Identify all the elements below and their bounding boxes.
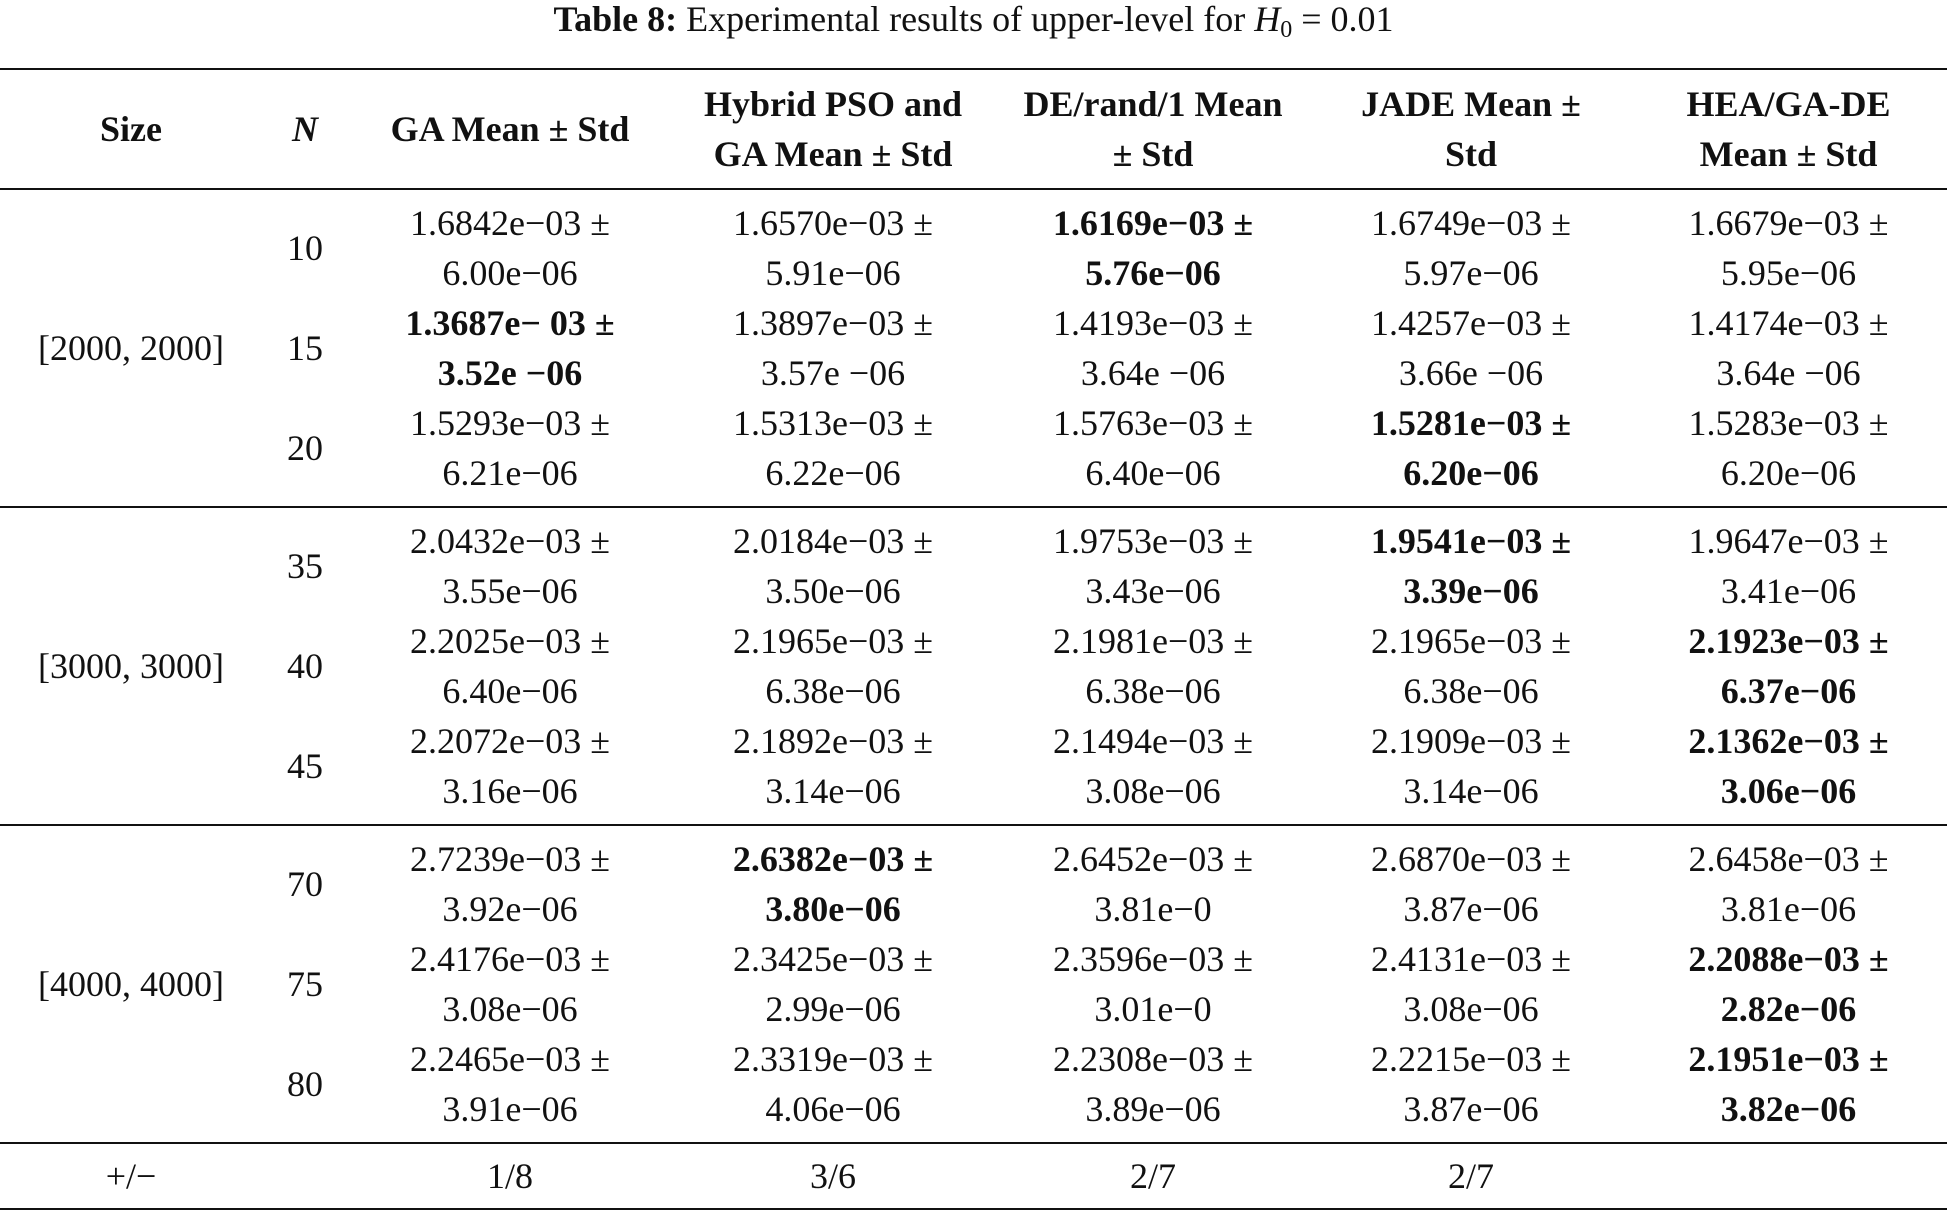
n-cell: 10 <box>287 228 323 268</box>
summary-hybrid: 3/6 <box>672 1143 994 1210</box>
ga-cell: 1.5293e−03 ±6.21e−06 <box>409 403 611 493</box>
caption-subscript: 0 <box>1280 17 1293 43</box>
de-cell: 2.1981e−03 ±6.38e−06 <box>1052 621 1254 711</box>
n-cell: 20 <box>287 428 323 468</box>
table-row: [2000, 2000] 10 1.6842e−03 ±6.00e−06 1.6… <box>0 189 1947 368</box>
ga-cell: 1.6842e−03 ±6.00e−06 <box>409 203 611 293</box>
header-n: N <box>262 68 348 190</box>
n-cell: 80 <box>287 1064 323 1104</box>
n-cell: 70 <box>287 864 323 904</box>
header-de: DE/rand/1 Mean ± Std <box>994 68 1312 190</box>
table-row: 80 2.2465e−03 ±3.91e−06 2.3319e−03 ±4.06… <box>0 1034 1947 1143</box>
de-cell: 1.5763e−03 ±6.40e−06 <box>1052 403 1254 493</box>
ga-cell: 2.2072e−03 ±3.16e−06 <box>409 721 611 811</box>
table-header: Size N GA Mean ± Std Hybrid PSO and GA M… <box>0 68 1947 190</box>
summary-n <box>262 1143 348 1210</box>
ga-cell: 2.0432e−03 ±3.55e−06 <box>409 521 611 611</box>
n-cell: 75 <box>287 964 323 1004</box>
size-cell: [3000, 3000] <box>38 646 224 686</box>
hea-cell: 2.1362e−03 ±3.06e−06 <box>1688 721 1889 811</box>
hybrid-cell: 1.3897e−03 ±3.57e −06 <box>732 303 934 393</box>
n-cell: 35 <box>287 546 323 586</box>
jade-cell: 2.6870e−03 ±3.87e−06 <box>1370 839 1572 929</box>
jade-cell: 1.5281e−03 ±6.20e−06 <box>1370 403 1572 493</box>
summary-jade: 2/7 <box>1312 1143 1630 1210</box>
size-group: [3000, 3000] 35 2.0432e−03 ±3.55e−06 2.0… <box>0 507 1947 825</box>
hybrid-cell: 1.6570e−03 ±5.91e−06 <box>732 203 934 293</box>
header-size: Size <box>0 68 262 190</box>
table-row: [4000, 4000] 70 2.7239e−03 ±3.92e−06 2.6… <box>0 825 1947 1004</box>
summary-hea <box>1630 1143 1947 1210</box>
n-cell: 45 <box>287 746 323 786</box>
jade-cell: 1.6749e−03 ±5.97e−06 <box>1370 203 1572 293</box>
hybrid-cell: 2.6382e−03 ±3.80e−06 <box>732 839 934 929</box>
hybrid-cell: 1.5313e−03 ±6.22e−06 <box>732 403 934 493</box>
de-cell: 1.9753e−03 ±3.43e−06 <box>1052 521 1254 611</box>
table-row: 75 2.4176e−03 ±3.08e−06 2.3425e−03 ±2.99… <box>0 934 1947 1034</box>
n-cell: 15 <box>287 328 323 368</box>
hybrid-cell: 2.1892e−03 ±3.14e−06 <box>732 721 934 811</box>
de-cell: 1.6169e−03 ±5.76e−06 <box>1052 203 1254 293</box>
hybrid-cell: 2.3319e−03 ±4.06e−06 <box>732 1039 934 1129</box>
hybrid-cell: 2.3425e−03 ±2.99e−06 <box>732 939 934 1029</box>
summary-row: +/− 1/8 3/6 2/7 2/7 <box>0 1143 1947 1210</box>
header-jade: JADE Mean ± Std <box>1312 68 1630 190</box>
caption-value: = 0.01 <box>1292 0 1394 39</box>
hea-cell: 2.2088e−03 ±2.82e−06 <box>1688 939 1889 1029</box>
hybrid-cell: 2.1965e−03 ±6.38e−06 <box>732 621 934 711</box>
jade-cell: 1.4257e−03 ±3.66e −06 <box>1370 303 1572 393</box>
results-table: Size N GA Mean ± Std Hybrid PSO and GA M… <box>0 68 1947 1210</box>
de-cell: 2.1494e−03 ±3.08e−06 <box>1052 721 1254 811</box>
header-hea: HEA/GA-DE Mean ± Std <box>1630 68 1947 190</box>
jade-cell: 2.1909e−03 ±3.14e−06 <box>1370 721 1572 811</box>
summary-de: 2/7 <box>994 1143 1312 1210</box>
ga-cell: 2.4176e−03 ±3.08e−06 <box>409 939 611 1029</box>
table-row: 40 2.2025e−03 ±6.40e−06 2.1965e−03 ±6.38… <box>0 616 1947 716</box>
ga-cell: 1.3687e− 03 ±3.52e −06 <box>405 303 615 393</box>
header-hybrid: Hybrid PSO and GA Mean ± Std <box>672 68 994 190</box>
hea-cell: 1.5283e−03 ±6.20e−06 <box>1688 403 1889 493</box>
ga-cell: 2.2025e−03 ±6.40e−06 <box>409 621 611 711</box>
size-cell: [4000, 4000] <box>38 964 224 1004</box>
summary-ga: 1/8 <box>348 1143 672 1210</box>
table-label: Table 8: <box>553 0 678 39</box>
table-row: 20 1.5293e−03 ±6.21e−06 1.5313e−03 ±6.22… <box>0 398 1947 507</box>
hea-cell: 2.1951e−03 ±3.82e−06 <box>1688 1039 1889 1129</box>
caption-symbol: H <box>1254 0 1281 39</box>
table-row: [3000, 3000] 35 2.0432e−03 ±3.55e−06 2.0… <box>0 507 1947 686</box>
size-group: [2000, 2000] 10 1.6842e−03 ±6.00e−06 1.6… <box>0 189 1947 507</box>
de-cell: 2.3596e−03 ±3.01e−0 <box>1052 939 1254 1029</box>
hea-cell: 2.1923e−03 ±6.37e−06 <box>1688 621 1889 711</box>
ga-cell: 2.7239e−03 ±3.92e−06 <box>409 839 611 929</box>
hea-cell: 1.6679e−03 ±5.95e−06 <box>1688 203 1889 293</box>
table-row: 45 2.2072e−03 ±3.16e−06 2.1892e−03 ±3.14… <box>0 716 1947 825</box>
jade-cell: 2.2215e−03 ±3.87e−06 <box>1370 1039 1572 1129</box>
jade-cell: 2.4131e−03 ±3.08e−06 <box>1370 939 1572 1029</box>
size-group: [4000, 4000] 70 2.7239e−03 ±3.92e−06 2.6… <box>0 825 1947 1143</box>
caption-text: Experimental results of upper-level for <box>686 0 1255 39</box>
header-ga: GA Mean ± Std <box>348 68 672 190</box>
jade-cell: 1.9541e−03 ±3.39e−06 <box>1370 521 1572 611</box>
hea-cell: 1.4174e−03 ±3.64e −06 <box>1688 303 1889 393</box>
table-row: 15 1.3687e− 03 ±3.52e −06 1.3897e−03 ±3.… <box>0 298 1947 398</box>
de-cell: 2.2308e−03 ±3.89e−06 <box>1052 1039 1254 1129</box>
de-cell: 2.6452e−03 ±3.81e−0 <box>1052 839 1254 929</box>
ga-cell: 2.2465e−03 ±3.91e−06 <box>409 1039 611 1129</box>
jade-cell: 2.1965e−03 ±6.38e−06 <box>1370 621 1572 711</box>
de-cell: 1.4193e−03 ±3.64e −06 <box>1052 303 1254 393</box>
hea-cell: 2.6458e−03 ±3.81e−06 <box>1688 839 1889 929</box>
hybrid-cell: 2.0184e−03 ±3.50e−06 <box>732 521 934 611</box>
summary-section: +/− 1/8 3/6 2/7 2/7 <box>0 1143 1947 1210</box>
size-cell: [2000, 2000] <box>38 328 224 368</box>
hea-cell: 1.9647e−03 ±3.41e−06 <box>1688 521 1889 611</box>
table-caption: Table 8: Experimental results of upper-l… <box>0 0 1947 50</box>
summary-label: +/− <box>0 1143 262 1210</box>
n-cell: 40 <box>287 646 323 686</box>
